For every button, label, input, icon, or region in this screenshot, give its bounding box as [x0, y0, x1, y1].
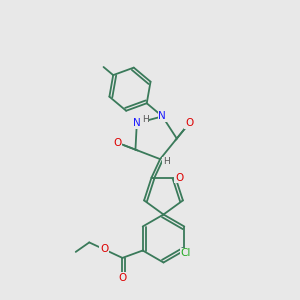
Text: O: O	[185, 118, 193, 128]
Text: O: O	[100, 244, 108, 254]
Text: H: H	[142, 115, 148, 124]
Text: Cl: Cl	[181, 248, 191, 259]
Text: N: N	[133, 118, 141, 128]
Text: H: H	[163, 157, 169, 166]
Text: O: O	[113, 138, 122, 148]
Text: O: O	[118, 273, 127, 283]
Text: N: N	[158, 111, 166, 122]
Text: O: O	[175, 172, 183, 183]
